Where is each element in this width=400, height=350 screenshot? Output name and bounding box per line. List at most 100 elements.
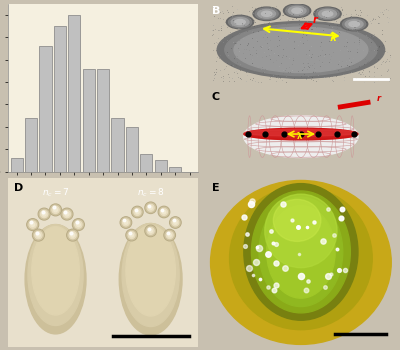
Ellipse shape bbox=[316, 8, 339, 20]
Ellipse shape bbox=[164, 230, 175, 241]
Text: r: r bbox=[377, 93, 381, 103]
Ellipse shape bbox=[149, 229, 152, 233]
X-axis label: Number of Cotyledons, nc: Number of Cotyledons, nc bbox=[52, 190, 155, 196]
Ellipse shape bbox=[42, 212, 46, 216]
Ellipse shape bbox=[32, 227, 79, 315]
Ellipse shape bbox=[258, 9, 276, 18]
Ellipse shape bbox=[314, 7, 341, 21]
Ellipse shape bbox=[245, 130, 356, 136]
Ellipse shape bbox=[343, 19, 366, 30]
Ellipse shape bbox=[28, 220, 38, 230]
Ellipse shape bbox=[255, 8, 278, 20]
Ellipse shape bbox=[259, 197, 343, 307]
Ellipse shape bbox=[126, 230, 137, 241]
Ellipse shape bbox=[252, 191, 350, 313]
Ellipse shape bbox=[170, 217, 181, 228]
Ellipse shape bbox=[122, 224, 179, 327]
Ellipse shape bbox=[210, 181, 391, 344]
Ellipse shape bbox=[68, 230, 78, 240]
Ellipse shape bbox=[128, 232, 135, 238]
Ellipse shape bbox=[340, 18, 368, 31]
Ellipse shape bbox=[162, 210, 166, 214]
Bar bbox=[140, 154, 152, 172]
Ellipse shape bbox=[29, 221, 36, 228]
Ellipse shape bbox=[52, 206, 59, 213]
Ellipse shape bbox=[345, 20, 363, 28]
Ellipse shape bbox=[132, 206, 143, 218]
Ellipse shape bbox=[284, 4, 311, 18]
Ellipse shape bbox=[51, 205, 60, 215]
Ellipse shape bbox=[149, 206, 152, 210]
Ellipse shape bbox=[32, 229, 44, 241]
Ellipse shape bbox=[158, 206, 170, 218]
Ellipse shape bbox=[235, 20, 245, 25]
Ellipse shape bbox=[146, 226, 156, 236]
Ellipse shape bbox=[61, 208, 73, 220]
Ellipse shape bbox=[34, 230, 43, 240]
Ellipse shape bbox=[27, 219, 39, 230]
Ellipse shape bbox=[159, 207, 169, 217]
Ellipse shape bbox=[62, 209, 72, 219]
Ellipse shape bbox=[40, 210, 48, 218]
Bar bbox=[82, 69, 95, 172]
Ellipse shape bbox=[69, 231, 76, 239]
Bar bbox=[68, 15, 80, 172]
Ellipse shape bbox=[63, 210, 70, 218]
Ellipse shape bbox=[132, 207, 142, 217]
Ellipse shape bbox=[126, 226, 175, 316]
Ellipse shape bbox=[38, 208, 50, 220]
Ellipse shape bbox=[244, 116, 358, 158]
Bar bbox=[111, 118, 124, 172]
Text: λ: λ bbox=[296, 132, 302, 141]
Bar bbox=[126, 127, 138, 172]
Ellipse shape bbox=[172, 219, 179, 226]
Ellipse shape bbox=[67, 229, 78, 241]
Bar bbox=[97, 69, 109, 172]
Ellipse shape bbox=[50, 204, 62, 216]
Text: E: E bbox=[212, 183, 219, 194]
Ellipse shape bbox=[288, 6, 306, 15]
Ellipse shape bbox=[171, 218, 180, 227]
Ellipse shape bbox=[28, 225, 83, 326]
Ellipse shape bbox=[165, 230, 174, 240]
Ellipse shape bbox=[76, 223, 80, 226]
Ellipse shape bbox=[127, 230, 136, 240]
Text: D: D bbox=[14, 183, 23, 194]
Ellipse shape bbox=[225, 24, 377, 76]
Ellipse shape bbox=[168, 233, 171, 237]
Text: C: C bbox=[212, 92, 220, 102]
Text: $n_c = 7$: $n_c = 7$ bbox=[42, 187, 69, 199]
Ellipse shape bbox=[136, 210, 139, 214]
Ellipse shape bbox=[145, 202, 156, 214]
Ellipse shape bbox=[174, 221, 177, 224]
Ellipse shape bbox=[120, 217, 132, 228]
Ellipse shape bbox=[265, 194, 337, 268]
Ellipse shape bbox=[217, 22, 384, 78]
Ellipse shape bbox=[71, 233, 74, 237]
Ellipse shape bbox=[119, 224, 182, 335]
Ellipse shape bbox=[145, 225, 156, 237]
Ellipse shape bbox=[322, 11, 333, 16]
Ellipse shape bbox=[234, 27, 368, 72]
Ellipse shape bbox=[122, 219, 129, 226]
Ellipse shape bbox=[292, 8, 302, 13]
Ellipse shape bbox=[54, 208, 58, 212]
Bar bbox=[169, 167, 181, 172]
Bar bbox=[39, 46, 52, 172]
Ellipse shape bbox=[31, 223, 35, 226]
Bar bbox=[155, 160, 167, 172]
Ellipse shape bbox=[147, 228, 154, 234]
Bar bbox=[25, 118, 37, 172]
Ellipse shape bbox=[130, 233, 133, 237]
Ellipse shape bbox=[75, 221, 82, 228]
Ellipse shape bbox=[273, 199, 321, 241]
Ellipse shape bbox=[160, 209, 167, 215]
Ellipse shape bbox=[134, 209, 141, 215]
Ellipse shape bbox=[349, 22, 359, 27]
Ellipse shape bbox=[124, 221, 128, 224]
Ellipse shape bbox=[65, 212, 69, 216]
Ellipse shape bbox=[147, 204, 154, 211]
Ellipse shape bbox=[35, 231, 42, 239]
Ellipse shape bbox=[72, 219, 84, 230]
Text: B: B bbox=[212, 6, 220, 16]
